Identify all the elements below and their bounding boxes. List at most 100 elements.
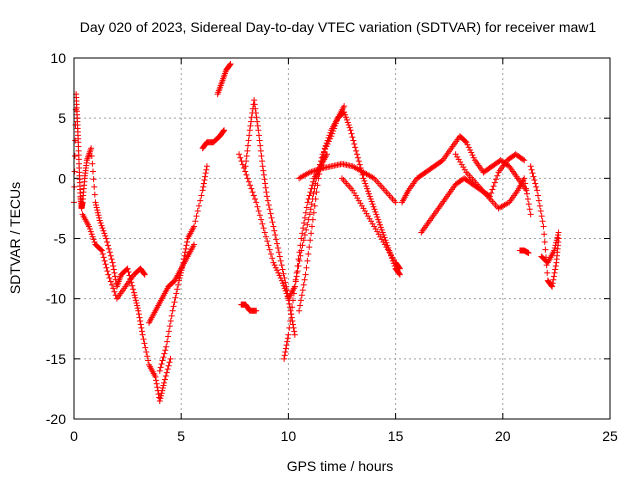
data-point-interp [271,227,278,234]
data-point-interp [203,166,210,173]
data-point-interp [71,168,78,175]
data-point-interp [537,207,544,214]
data-point [360,175,367,182]
data-point-interp [343,116,350,123]
data-point-interp [490,183,497,190]
data-point [156,397,163,404]
data-point-interp [102,232,109,239]
data-point-interp [263,233,270,240]
data-point-interp [110,266,117,273]
data-point-interp [93,204,100,211]
data-point-interp [262,180,269,187]
data-point-interp [160,382,167,389]
data-point-interp [305,195,312,202]
data-point-interp [91,191,98,198]
data-point-interp [244,142,251,149]
data-point-interp [301,276,308,283]
data-point-interp [158,360,165,367]
data-point-interp [342,111,349,118]
data-point-interp [134,302,141,309]
data-point-interp [552,242,559,249]
data-point-interp [97,246,104,253]
data-point-interp [262,184,269,191]
data-point-interp [98,222,105,229]
data-point-interp [365,188,372,195]
data-point-interp [299,287,306,294]
data-point-interp [194,207,201,214]
data-point-interp [201,177,208,184]
data-point-interp [307,206,314,213]
data-point-interp [202,173,209,180]
data-point [396,271,403,278]
data-point-interp [531,177,538,184]
data-point-interp [91,238,98,245]
data-point [141,271,148,278]
y-tick-label: -15 [46,351,66,367]
data-point-interp [467,146,474,153]
data-point-interp [104,238,111,245]
data-point-interp [279,266,286,273]
data-point-interp [364,185,371,192]
data-point-interp [240,165,247,172]
data-point-interp [310,178,317,185]
data-point-interp [551,269,558,276]
data-point-interp [137,321,144,328]
data-point-interp [125,269,132,276]
data-point-interp [269,219,276,226]
data-point-interp [378,226,385,233]
data-point-interp [319,158,326,165]
data-point-interp [266,246,273,253]
data-point-interp [279,280,286,287]
data-point-interp [91,183,98,190]
data-point-interp [277,275,284,282]
data-point-interp [550,273,557,280]
data-point-interp [345,122,352,129]
data-point-interp [200,183,207,190]
data-point-interp [268,214,275,221]
data-point-interp [243,171,250,178]
data-point-interp [264,238,271,245]
data-point-interp [304,221,311,228]
data-point-interp [488,189,495,196]
data-point-interp [132,294,139,301]
data-point [341,103,348,110]
data-point [555,229,562,236]
data-point-interp [266,206,273,213]
data-point-interp [160,354,167,361]
data-point-interp [308,201,315,208]
data-point-interp [250,192,257,199]
data-point-interp [136,314,143,321]
data-point-interp [301,214,308,221]
data-point-interp [289,321,296,328]
data-point [525,249,532,256]
data-point-interp [277,257,284,264]
data-point [291,331,298,338]
data-point-interp [294,263,301,270]
data-point-interp [297,252,304,259]
data-point-interp [251,101,258,108]
data-point [270,223,277,230]
data-point-interp [284,338,291,345]
data-point [191,241,198,248]
data-point [246,127,253,134]
data-point-interp [140,336,147,343]
y-tick-label: -20 [46,411,66,427]
data-point-interp [272,232,279,239]
data-point-interp [351,140,358,147]
data-point-interp [530,173,537,180]
data-point-interp [90,176,97,183]
data-point-interp [282,287,289,294]
data-point-interp [111,269,118,276]
plot-frame [73,57,611,420]
data-point-interp [533,183,540,190]
data-point-interp [252,110,259,117]
data-point-interp [275,269,282,276]
data-point [161,379,168,386]
data-point-interp [256,137,263,144]
data-point-interp [99,250,106,257]
data-point [167,355,174,362]
y-tick-label: -10 [46,291,66,307]
data-point-interp [106,275,113,282]
data-point-interp [349,134,356,141]
data-point-interp [267,210,274,217]
